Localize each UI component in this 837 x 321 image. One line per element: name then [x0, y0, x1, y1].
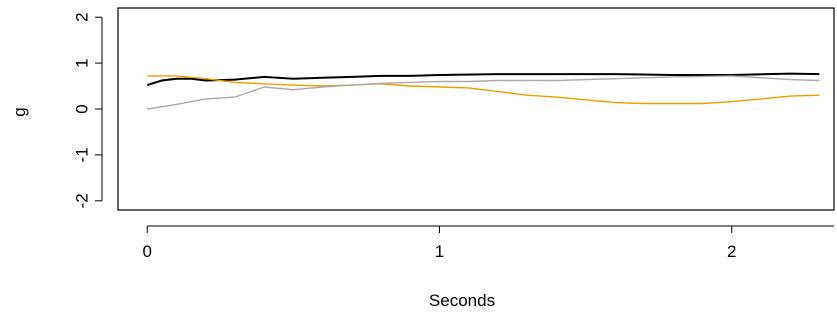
y-axis: -2 -1 0 1 2	[73, 12, 103, 208]
x-axis-label: Seconds	[429, 291, 495, 310]
y-tick-label: 1	[73, 58, 92, 67]
y-tick-label: 0	[73, 104, 92, 113]
series-layer	[146, 72, 820, 110]
y-tick-label: 2	[73, 12, 92, 21]
series-line-3	[147, 75, 820, 110]
series-line-1	[146, 72, 820, 87]
x-tick-label: 2	[727, 242, 736, 261]
y-tick-label: -2	[73, 193, 92, 208]
x-tick-label: 1	[435, 242, 444, 261]
series-line-2	[147, 75, 820, 105]
x-axis: 0 1 2	[142, 225, 834, 261]
x-tick-label: 0	[142, 242, 151, 261]
y-axis-label: g	[10, 107, 29, 116]
y-tick-label: -1	[73, 147, 92, 162]
plot-frame	[117, 7, 835, 211]
